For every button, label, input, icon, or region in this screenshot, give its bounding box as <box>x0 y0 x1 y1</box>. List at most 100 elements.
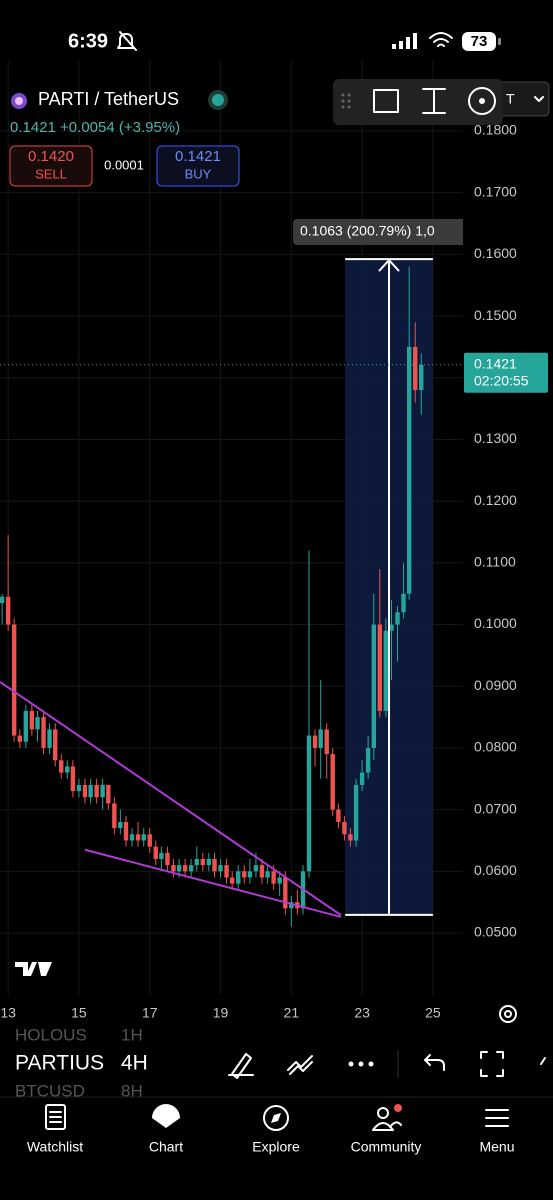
buy-button[interactable] <box>156 145 240 187</box>
status-dot <box>212 94 224 106</box>
rect-tool[interactable] <box>373 89 399 113</box>
y-tick-label: 0.1800 <box>474 122 517 138</box>
symbol-item[interactable]: HOLOUS <box>15 1025 87 1044</box>
candle-body <box>336 809 341 822</box>
candle-body <box>289 902 294 909</box>
candle-body <box>59 760 64 773</box>
position-label: 0.1063 (200.79%) 1,0 <box>300 223 435 239</box>
tab-label[interactable]: Chart <box>149 1139 183 1155</box>
measure-tool[interactable] <box>422 88 446 114</box>
undo-button[interactable] <box>424 1054 445 1071</box>
settings-icon-inner <box>504 1010 512 1018</box>
tab-label[interactable]: Menu <box>479 1139 514 1155</box>
sell-button[interactable] <box>9 145 93 187</box>
target-tool[interactable] <box>468 87 496 115</box>
tab-label[interactable]: Community <box>351 1139 422 1155</box>
overflow <box>540 1057 546 1065</box>
explore-icon <box>263 1105 289 1131</box>
x-tick-label: 19 <box>213 1005 229 1021</box>
wifi-icon <box>429 32 453 47</box>
tv-logo <box>15 962 52 976</box>
spread: 0.0001 <box>104 157 144 172</box>
candle-body <box>271 871 276 884</box>
symbol-item[interactable]: PARTIUS <box>15 1052 104 1075</box>
candle-body <box>395 612 400 625</box>
arrow-head <box>378 258 400 272</box>
x-tick-label: 25 <box>425 1005 441 1021</box>
candle-body <box>242 871 247 878</box>
candle-body <box>76 784 82 792</box>
candle-body <box>383 630 389 711</box>
battery <box>462 32 496 51</box>
candle-body <box>29 710 35 730</box>
candle-body <box>159 852 164 859</box>
community-icon-body <box>372 1121 402 1131</box>
candle-body <box>141 834 146 841</box>
community-icon <box>377 1107 389 1119</box>
candle-body <box>230 877 235 884</box>
candle-body <box>65 766 70 773</box>
interval-item: 8H <box>121 1081 143 1100</box>
candle-body <box>194 858 200 866</box>
more-button[interactable] <box>348 1061 374 1067</box>
candle-body <box>413 346 418 391</box>
candle-body <box>129 834 135 841</box>
candle-body <box>342 821 347 835</box>
candle-body <box>377 624 383 711</box>
interval-item: 4H <box>121 1052 148 1075</box>
candle-body <box>171 865 176 872</box>
y-tick-label: 0.1300 <box>474 430 517 446</box>
candle-body <box>82 784 88 798</box>
watchlist-icon <box>45 1104 66 1130</box>
candle-body <box>318 729 323 748</box>
symbol-name[interactable]: PARTI / TetherUS <box>38 89 179 109</box>
candle-body <box>176 865 182 872</box>
interval-item: 1H <box>121 1025 143 1044</box>
candle-body <box>212 858 217 872</box>
chart-icon <box>152 1104 180 1128</box>
candle-body <box>5 596 11 625</box>
candle-body <box>118 821 123 829</box>
candle-body <box>236 871 241 884</box>
drawing-toolbar <box>333 79 503 125</box>
trend-line <box>0 681 342 916</box>
y-tick-label: 0.0900 <box>474 677 517 693</box>
symbol-item[interactable]: BTCUSD <box>15 1081 85 1100</box>
y-tick-label: 0.1100 <box>474 554 516 570</box>
candle-body <box>224 865 229 878</box>
x-tick-label: 15 <box>71 1005 87 1021</box>
candle-body <box>123 821 129 841</box>
price-change: 0.1421 +0.0054 (+3.95%) <box>10 119 180 136</box>
explore-needle <box>271 1113 281 1123</box>
interval-label: T <box>506 91 515 107</box>
candle-body <box>371 624 376 748</box>
candle-body <box>53 729 58 761</box>
candle-body <box>324 729 329 755</box>
symbol-icon-inner <box>15 97 23 105</box>
sell-label: SELL <box>35 166 67 181</box>
candle-body <box>389 624 394 631</box>
candle-body <box>70 766 76 792</box>
dropdown-icon <box>534 96 544 102</box>
y-tick-label: 0.1500 <box>474 307 517 323</box>
watchlist-icon-lines <box>49 1111 62 1123</box>
candle-body <box>253 865 259 872</box>
settings-icon[interactable] <box>499 1005 517 1023</box>
candle-body <box>359 772 365 785</box>
draw-tool[interactable] <box>228 1053 254 1079</box>
x-tick-label: 21 <box>284 1005 300 1021</box>
menu-icon <box>485 1109 509 1127</box>
last-price-label: 0.1421 <box>474 356 517 372</box>
fullscreen-button[interactable] <box>480 1051 504 1077</box>
mute-icon <box>117 31 137 51</box>
indicator-tool[interactable] <box>287 1055 313 1075</box>
candle-body <box>306 735 312 872</box>
signal-icon <box>392 33 417 49</box>
candle-body <box>11 624 17 736</box>
tab-label[interactable]: Watchlist <box>27 1139 83 1155</box>
candle-body <box>41 717 46 748</box>
candle-body <box>283 877 288 909</box>
tab-label[interactable]: Explore <box>252 1139 300 1155</box>
candle-body <box>188 865 194 872</box>
candle-body <box>259 865 265 878</box>
